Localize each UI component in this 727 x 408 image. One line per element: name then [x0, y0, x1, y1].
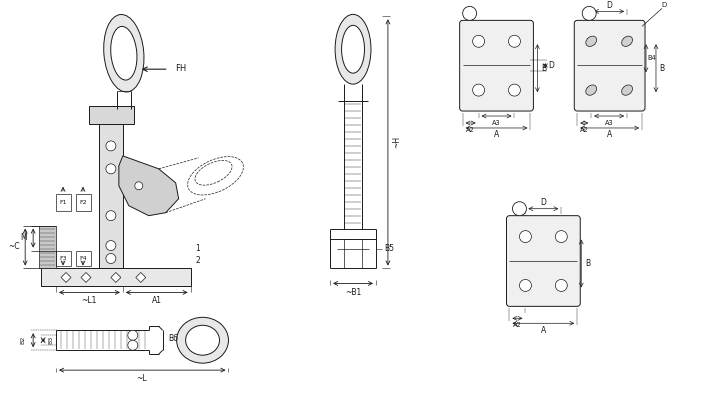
- Circle shape: [128, 330, 138, 340]
- Text: D: D: [662, 2, 667, 9]
- Text: ~L: ~L: [137, 374, 147, 383]
- Polygon shape: [119, 156, 179, 216]
- FancyBboxPatch shape: [507, 216, 580, 306]
- Ellipse shape: [185, 325, 220, 355]
- Circle shape: [520, 279, 531, 291]
- Text: ~H: ~H: [393, 136, 401, 148]
- Circle shape: [462, 7, 477, 20]
- Text: B4: B4: [648, 55, 656, 61]
- Text: D: D: [548, 61, 554, 70]
- FancyBboxPatch shape: [459, 20, 534, 111]
- Circle shape: [106, 141, 116, 151]
- Ellipse shape: [111, 27, 137, 80]
- Text: ~L1: ~L1: [81, 296, 97, 305]
- Polygon shape: [41, 268, 190, 286]
- Polygon shape: [89, 106, 134, 124]
- Text: ④: ④: [585, 9, 593, 18]
- Circle shape: [106, 241, 116, 251]
- Text: F3: F3: [59, 256, 67, 261]
- Text: A2: A2: [580, 127, 589, 133]
- Ellipse shape: [586, 85, 597, 95]
- Text: B: B: [659, 64, 664, 73]
- Circle shape: [555, 231, 567, 243]
- Text: ③: ③: [466, 9, 473, 18]
- Text: A3: A3: [605, 120, 614, 126]
- Text: M: M: [20, 233, 26, 242]
- Text: A: A: [606, 131, 611, 140]
- Text: A: A: [494, 131, 499, 140]
- Text: FH: FH: [174, 64, 186, 73]
- Polygon shape: [81, 273, 91, 282]
- Polygon shape: [136, 273, 145, 282]
- Text: ~C: ~C: [9, 242, 20, 251]
- Circle shape: [106, 211, 116, 221]
- Text: F1: F1: [60, 200, 67, 205]
- Ellipse shape: [622, 85, 632, 95]
- Text: D: D: [540, 198, 546, 207]
- Text: F4: F4: [79, 256, 87, 261]
- Text: B6: B6: [169, 334, 179, 343]
- Circle shape: [508, 35, 521, 47]
- Text: A1: A1: [152, 296, 161, 305]
- Text: A2: A2: [513, 322, 522, 328]
- Circle shape: [473, 35, 485, 47]
- Circle shape: [508, 84, 521, 96]
- Circle shape: [582, 7, 596, 20]
- Text: D: D: [606, 1, 612, 10]
- Circle shape: [128, 340, 138, 350]
- Polygon shape: [111, 273, 121, 282]
- Ellipse shape: [586, 36, 597, 47]
- Polygon shape: [39, 226, 56, 268]
- Ellipse shape: [342, 25, 364, 73]
- Text: ⑤: ⑤: [515, 204, 523, 213]
- Polygon shape: [99, 119, 123, 268]
- Ellipse shape: [177, 317, 228, 363]
- Text: 2: 2: [196, 256, 201, 265]
- Ellipse shape: [104, 14, 144, 92]
- Ellipse shape: [335, 14, 371, 84]
- Circle shape: [106, 164, 116, 174]
- Circle shape: [134, 182, 142, 190]
- Text: B: B: [586, 259, 591, 268]
- Text: B: B: [541, 64, 546, 73]
- Text: A2: A2: [466, 127, 475, 133]
- Text: F2: F2: [79, 200, 87, 205]
- Text: B2: B2: [20, 336, 25, 344]
- Text: 1: 1: [196, 244, 201, 253]
- Text: B3: B3: [49, 336, 54, 344]
- Circle shape: [513, 202, 526, 216]
- Polygon shape: [61, 273, 71, 282]
- Circle shape: [520, 231, 531, 243]
- FancyBboxPatch shape: [574, 20, 645, 111]
- Circle shape: [473, 84, 485, 96]
- Text: B5: B5: [384, 244, 394, 253]
- Text: A: A: [541, 326, 546, 335]
- Text: A3: A3: [492, 120, 501, 126]
- Circle shape: [555, 279, 567, 291]
- Text: ~B1: ~B1: [345, 288, 361, 297]
- Circle shape: [106, 253, 116, 264]
- Ellipse shape: [622, 36, 632, 47]
